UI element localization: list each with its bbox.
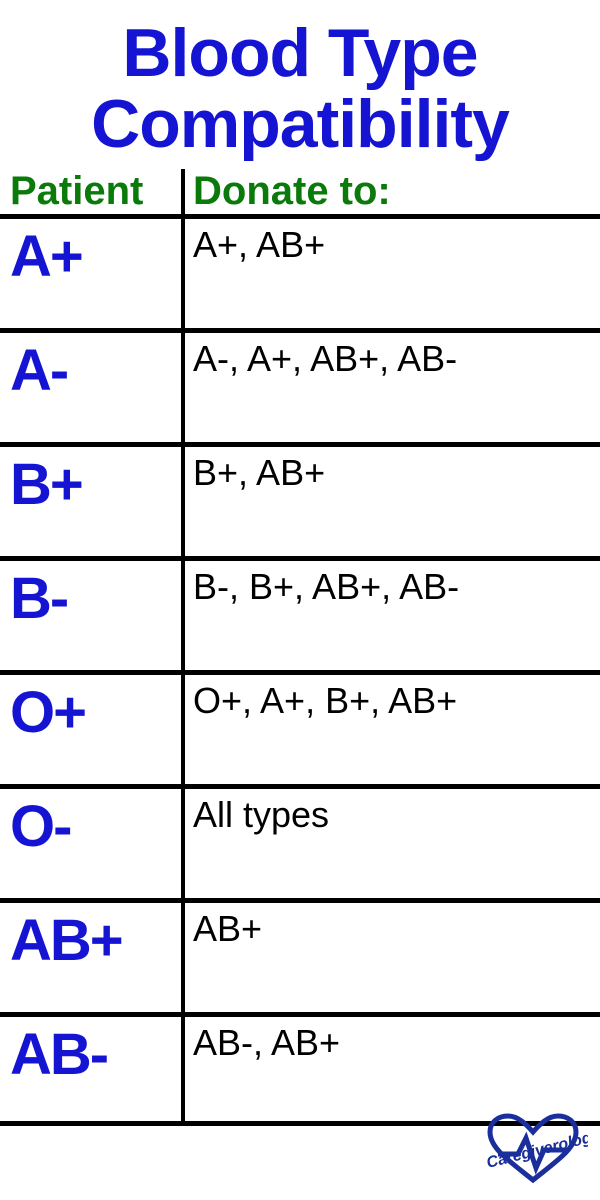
page-title: Blood Type Compatibility — [0, 0, 600, 161]
brand-logo: Caregiverology — [478, 1110, 588, 1190]
table-row: A+A+, AB+ — [0, 214, 600, 328]
patient-type: AB- — [0, 1017, 185, 1121]
patient-type: O- — [0, 789, 185, 898]
table-body: A+A+, AB+A-A-, A+, AB+, AB-B+B+, AB+B-B-… — [0, 214, 600, 1126]
table-header-row: Patient Donate to: — [0, 169, 600, 214]
table-row: AB-AB-, AB+ — [0, 1012, 600, 1126]
title-line-1: Blood Type — [0, 18, 600, 89]
donate-list: AB-, AB+ — [185, 1017, 600, 1121]
header-patient: Patient — [0, 169, 185, 214]
table-row: A-A-, A+, AB+, AB- — [0, 328, 600, 442]
heart-logo-icon: Caregiverology — [478, 1110, 588, 1190]
patient-type: A- — [0, 333, 185, 442]
table-row: O-All types — [0, 784, 600, 898]
patient-type: B+ — [0, 447, 185, 556]
patient-type: O+ — [0, 675, 185, 784]
table-row: B-B-, B+, AB+, AB- — [0, 556, 600, 670]
patient-type: A+ — [0, 219, 185, 328]
donate-list: O+, A+, B+, AB+ — [185, 675, 600, 784]
donate-list: A-, A+, AB+, AB- — [185, 333, 600, 442]
table-row: AB+AB+ — [0, 898, 600, 1012]
donate-list: All types — [185, 789, 600, 898]
table-row: B+B+, AB+ — [0, 442, 600, 556]
donate-list: A+, AB+ — [185, 219, 600, 328]
donate-list: B-, B+, AB+, AB- — [185, 561, 600, 670]
header-donate: Donate to: — [185, 169, 600, 214]
donate-list: B+, AB+ — [185, 447, 600, 556]
title-line-2: Compatibility — [0, 89, 600, 160]
patient-type: B- — [0, 561, 185, 670]
donate-list: AB+ — [185, 903, 600, 1012]
table-row: O+O+, A+, B+, AB+ — [0, 670, 600, 784]
patient-type: AB+ — [0, 903, 185, 1012]
